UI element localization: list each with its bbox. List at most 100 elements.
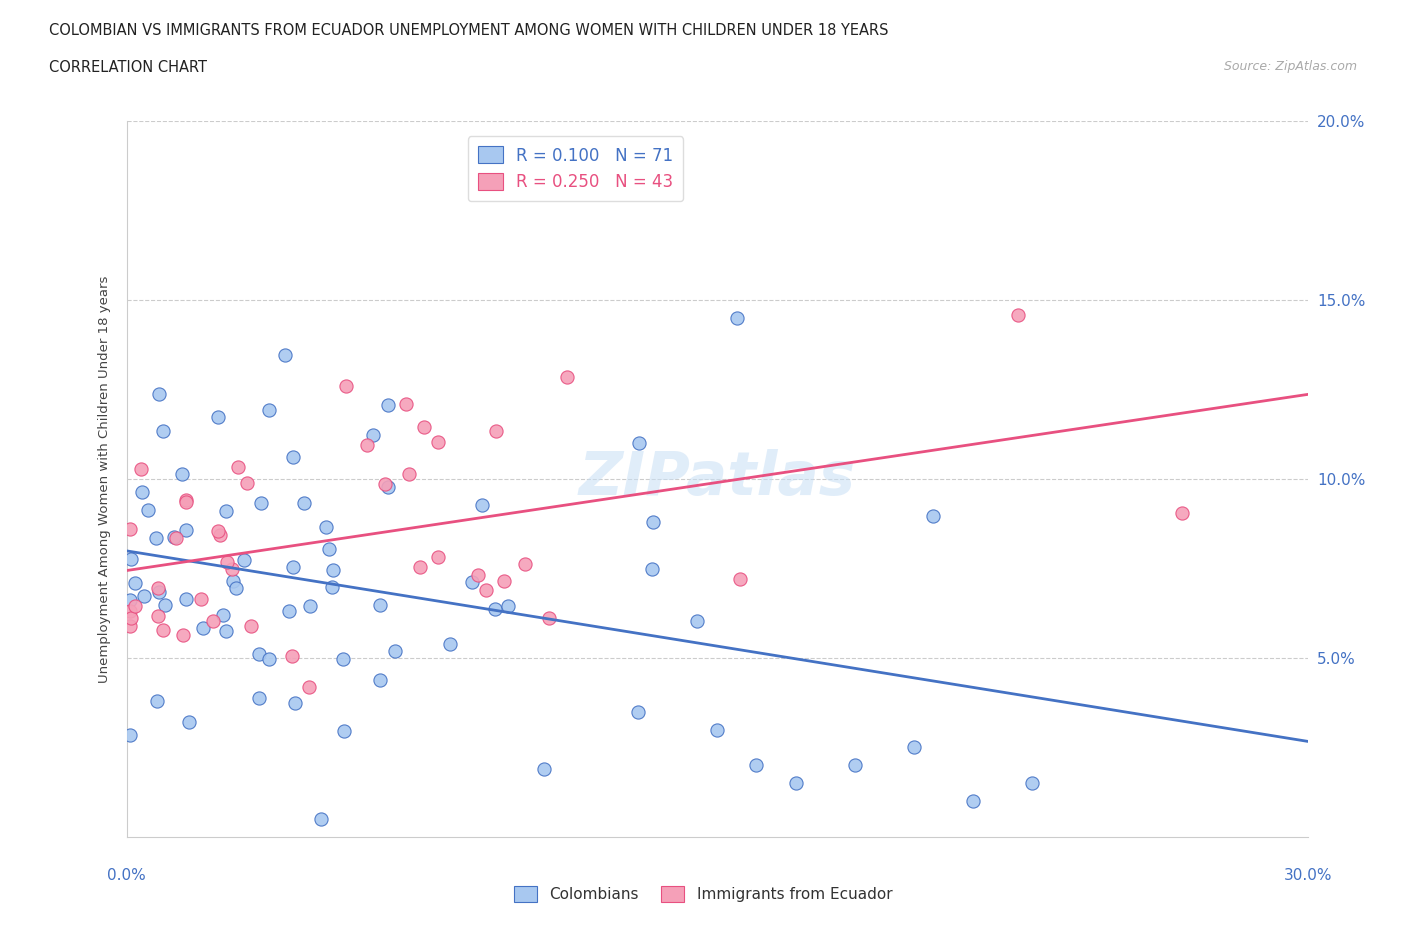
Point bbox=[685, 614, 707, 629]
Point bbox=[152, 423, 174, 438]
Point bbox=[730, 571, 752, 586]
Point bbox=[233, 552, 256, 567]
Point bbox=[274, 348, 297, 363]
Point bbox=[921, 509, 943, 524]
Y-axis label: Unemployment Among Women with Children Under 18 years: Unemployment Among Women with Children U… bbox=[97, 275, 111, 683]
Point bbox=[217, 554, 239, 569]
Point bbox=[427, 434, 450, 449]
Point bbox=[309, 812, 332, 827]
Text: 0.0%: 0.0% bbox=[107, 868, 146, 883]
Point bbox=[240, 618, 263, 633]
Point bbox=[277, 603, 299, 618]
Point bbox=[368, 673, 391, 688]
Point bbox=[374, 477, 396, 492]
Text: ZIPatlas: ZIPatlas bbox=[578, 449, 856, 509]
Point bbox=[148, 584, 170, 599]
Point bbox=[172, 628, 194, 643]
Point bbox=[215, 624, 238, 639]
Point bbox=[335, 379, 357, 393]
Point bbox=[235, 475, 257, 490]
Point bbox=[257, 651, 280, 666]
Point bbox=[120, 522, 142, 537]
Point bbox=[461, 574, 484, 589]
Point bbox=[191, 621, 214, 636]
Point bbox=[333, 724, 356, 738]
Text: CORRELATION CHART: CORRELATION CHART bbox=[49, 60, 207, 75]
Point bbox=[467, 567, 489, 582]
Point bbox=[294, 496, 316, 511]
Point bbox=[281, 648, 304, 663]
Point bbox=[148, 387, 170, 402]
Point bbox=[298, 680, 321, 695]
Point bbox=[283, 449, 305, 464]
Text: COLOMBIAN VS IMMIGRANTS FROM ECUADOR UNEMPLOYMENT AMONG WOMEN WITH CHILDREN UNDE: COLOMBIAN VS IMMIGRANTS FROM ECUADOR UNE… bbox=[49, 23, 889, 38]
Point bbox=[409, 560, 432, 575]
Point bbox=[259, 403, 281, 418]
Point bbox=[146, 694, 169, 709]
Legend: R = 0.100   N = 71, R = 0.250   N = 43: R = 0.100 N = 71, R = 0.250 N = 43 bbox=[468, 137, 683, 201]
Point bbox=[844, 758, 866, 773]
Point bbox=[136, 503, 159, 518]
Point bbox=[207, 524, 229, 538]
Point bbox=[555, 370, 578, 385]
Point bbox=[120, 604, 142, 618]
Point bbox=[426, 550, 449, 565]
Point bbox=[395, 397, 418, 412]
Point bbox=[134, 589, 156, 604]
Text: 30.0%: 30.0% bbox=[1284, 868, 1331, 883]
Point bbox=[247, 690, 270, 705]
Point bbox=[207, 409, 229, 424]
Point bbox=[962, 794, 984, 809]
Point bbox=[176, 493, 198, 508]
Point bbox=[361, 427, 384, 442]
Point bbox=[439, 637, 461, 652]
Point bbox=[249, 496, 271, 511]
Point bbox=[1021, 776, 1043, 790]
Point bbox=[165, 530, 187, 545]
Point bbox=[485, 424, 508, 439]
Point bbox=[538, 611, 561, 626]
Point bbox=[226, 459, 249, 474]
Point bbox=[706, 722, 728, 737]
Point bbox=[120, 727, 142, 742]
Point bbox=[208, 527, 231, 542]
Text: Source: ZipAtlas.com: Source: ZipAtlas.com bbox=[1223, 60, 1357, 73]
Point bbox=[471, 498, 494, 513]
Point bbox=[212, 607, 235, 622]
Point bbox=[190, 591, 212, 606]
Point bbox=[475, 583, 498, 598]
Point bbox=[177, 715, 200, 730]
Point bbox=[120, 618, 142, 633]
Point bbox=[627, 435, 650, 450]
Point bbox=[398, 466, 420, 481]
Point bbox=[322, 563, 344, 578]
Point bbox=[298, 599, 321, 614]
Point bbox=[332, 652, 354, 667]
Point bbox=[641, 562, 664, 577]
Point bbox=[120, 593, 142, 608]
Point bbox=[247, 647, 270, 662]
Point bbox=[148, 608, 170, 623]
Point bbox=[222, 573, 245, 588]
Point bbox=[533, 762, 555, 777]
Point bbox=[377, 479, 399, 494]
Point bbox=[725, 311, 748, 325]
Point bbox=[145, 530, 167, 545]
Point bbox=[284, 695, 307, 710]
Point bbox=[148, 580, 170, 595]
Point bbox=[484, 601, 506, 616]
Point bbox=[152, 622, 174, 637]
Point bbox=[124, 598, 146, 613]
Point bbox=[172, 467, 194, 482]
Point bbox=[903, 740, 925, 755]
Point bbox=[513, 556, 536, 571]
Point bbox=[745, 758, 768, 773]
Point bbox=[318, 542, 340, 557]
Point bbox=[384, 644, 406, 658]
Point bbox=[356, 437, 378, 452]
Point bbox=[176, 591, 198, 606]
Point bbox=[176, 495, 198, 510]
Point bbox=[131, 485, 153, 499]
Point bbox=[120, 610, 142, 625]
Point bbox=[120, 551, 142, 566]
